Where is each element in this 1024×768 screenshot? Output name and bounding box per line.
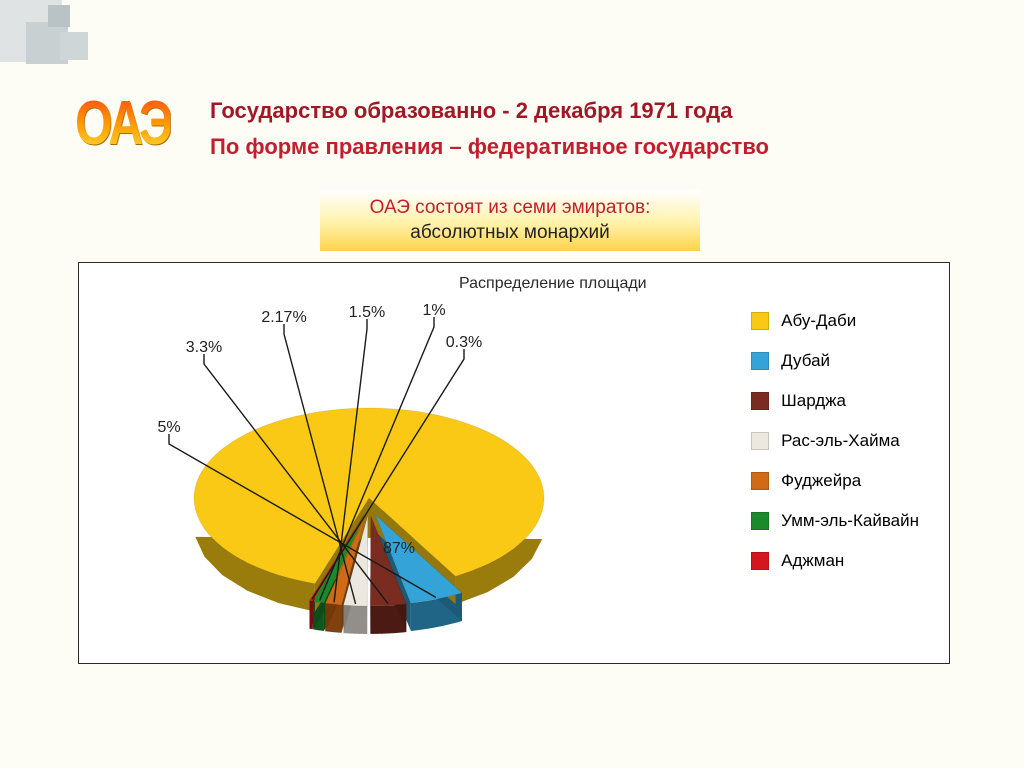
subtitle-line-1: ОАЭ состоят из семи эмиратов: xyxy=(320,196,700,221)
legend-swatch xyxy=(751,352,769,370)
legend-swatch xyxy=(751,392,769,410)
callout-label: 0.3% xyxy=(446,334,482,351)
legend-label: Аджман xyxy=(781,551,844,571)
legend-swatch xyxy=(751,432,769,450)
callout-label: 1% xyxy=(422,302,445,319)
corner-decoration xyxy=(0,0,180,100)
legend-item: Умм-эль-Кайвайн xyxy=(751,511,919,531)
callout-label: 1.5% xyxy=(349,304,385,321)
legend-item: Шарджа xyxy=(751,391,919,411)
callout-label: 2.17% xyxy=(261,309,306,326)
subtitle-line-2: абсолютных монархий xyxy=(320,221,700,246)
legend-item: Рас-эль-Хайма xyxy=(751,431,919,451)
legend-item: Фуджейра xyxy=(751,471,919,491)
legend-swatch xyxy=(751,472,769,490)
callout-label: 5% xyxy=(157,419,180,436)
legend-label: Абу-Даби xyxy=(781,311,856,331)
legend-label: Шарджа xyxy=(781,391,846,411)
legend-label: Фуджейра xyxy=(781,471,861,491)
legend-swatch xyxy=(751,512,769,530)
legend-label: Рас-эль-Хайма xyxy=(781,431,900,451)
chart-legend: Абу-Даби Дубай Шарджа Рас-эль-Хайма Фуджейра… xyxy=(751,311,919,591)
heading-line-2: По форме правления – федеративное госуда… xyxy=(210,134,769,160)
legend-item: Аджман xyxy=(751,551,919,571)
pie-slice xyxy=(194,408,544,584)
legend-swatch xyxy=(751,552,769,570)
legend-label: Умм-эль-Кайвайн xyxy=(781,511,919,531)
pie-chart-svg: 87% 5% 3.3% 2.17% 1.5% 1%0.3% xyxy=(109,283,669,663)
legend-label: Дубай xyxy=(781,351,830,371)
legend-item: Дубай xyxy=(751,351,919,371)
legend-item: Абу-Даби xyxy=(751,311,919,331)
pie-chart-card: Распределение площади 87%5%3.3%2.17%1.5%… xyxy=(78,262,950,664)
pie-center-label: 87% xyxy=(383,540,415,557)
callout-label: 3.3% xyxy=(186,339,222,356)
subtitle-box: ОАЭ состоят из семи эмиратов: абсолютных… xyxy=(320,190,700,251)
legend-swatch xyxy=(751,312,769,330)
title-badge: ОАЭ xyxy=(75,88,170,159)
heading-line-1: Государство образованно - 2 декабря 1971… xyxy=(210,98,732,124)
